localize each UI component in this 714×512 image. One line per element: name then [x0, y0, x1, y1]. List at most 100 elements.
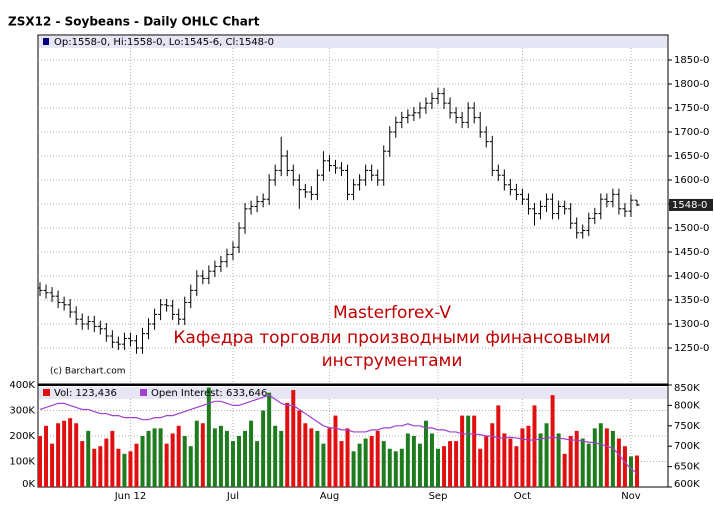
volume-bar: [291, 390, 296, 487]
y2-tick-label: 600K: [674, 479, 700, 490]
volume-bar: [92, 448, 97, 487]
volume-bar: [273, 425, 278, 487]
volume-bar: [369, 436, 374, 487]
volume-bar: [622, 446, 627, 487]
y-tick-label: 1850-0: [674, 55, 709, 66]
volume-bar: [598, 423, 603, 487]
watermark: Кафедра торговли производными финансовым…: [173, 328, 610, 348]
volume-bar: [448, 441, 453, 487]
y-tick-label: 200K: [9, 431, 35, 442]
volume-bar: [255, 441, 260, 487]
volume-bar: [580, 438, 585, 487]
y-tick-label: 1300-0: [674, 319, 709, 330]
volume-bar: [399, 448, 404, 487]
volume-bar: [454, 441, 459, 487]
volume-bar: [411, 436, 416, 487]
volume-bar: [327, 428, 332, 487]
y2-tick-label: 650K: [674, 462, 700, 473]
volume-bar: [484, 436, 489, 487]
volume-bar: [261, 410, 266, 487]
volume-bar: [176, 425, 181, 487]
volume-bar: [134, 443, 139, 487]
volume-bar: [604, 428, 609, 487]
volume-bar: [68, 418, 73, 487]
volume-bar: [194, 420, 199, 487]
volume-bar: [562, 453, 567, 487]
volume-bar: [405, 433, 410, 487]
watermark: инструментами: [322, 351, 463, 371]
volume-bar: [200, 423, 205, 487]
volume-bar: [297, 410, 302, 487]
volume-bar: [249, 420, 254, 487]
legend-band: [39, 387, 667, 399]
y2-tick-label: 850K: [674, 383, 700, 394]
legend-swatch: [43, 389, 50, 396]
y-tick-label: 1350-0: [674, 295, 709, 306]
volume-bar: [86, 430, 91, 487]
volume-bar: [182, 436, 187, 487]
volume-bar: [478, 448, 483, 487]
volume-bar: [224, 430, 229, 487]
x-tick-label: Oct: [514, 491, 531, 502]
volume-bar: [417, 443, 422, 487]
volume-bar: [351, 451, 356, 487]
volume-bar: [315, 430, 320, 487]
y-tick-label: 400K: [9, 380, 35, 391]
header-band: [39, 36, 667, 48]
volume-bar: [230, 441, 235, 487]
y2-tick-label: 700K: [674, 441, 700, 452]
legend-swatch: [140, 389, 147, 396]
volume-bar: [333, 415, 338, 487]
volume-bar: [116, 448, 121, 487]
y-tick-label: 1500-0: [674, 223, 709, 234]
volume-bar: [110, 430, 115, 487]
header-swatch: [43, 38, 49, 45]
legend-label: Open Interest: 633,646: [151, 388, 267, 399]
volume-bar: [279, 430, 284, 487]
volume-bar: [146, 430, 151, 487]
volume-bar: [321, 443, 326, 487]
volume-bar: [56, 423, 61, 487]
volume-bar: [44, 425, 49, 487]
volume-bar: [592, 428, 597, 487]
volume-bar: [556, 433, 561, 487]
volume-bar: [628, 456, 633, 487]
volume-bar: [170, 433, 175, 487]
ohlc-header: Op:1558-0, Hi:1558-0, Lo:1545-6, Cl:1548…: [54, 37, 274, 48]
volume-bar: [206, 387, 211, 487]
last-price-tag: [669, 198, 713, 211]
volume-bar: [496, 405, 501, 487]
volume-bar: [442, 446, 447, 487]
y-tick-label: 1400-0: [674, 271, 709, 282]
volume-bar: [345, 428, 350, 487]
y-tick-label: 0K: [22, 479, 35, 490]
volume-bar: [62, 420, 67, 487]
legend-label: Vol: 123,436: [54, 388, 117, 399]
volume-bar: [532, 405, 537, 487]
y-tick-label: 1750-0: [674, 103, 709, 114]
volume-bar: [429, 433, 434, 487]
volume-bar: [128, 451, 133, 487]
volume-bar: [586, 443, 591, 487]
volume-bar: [568, 436, 573, 487]
y-tick-label: 1600-0: [674, 175, 709, 186]
volume-bar: [285, 402, 290, 487]
volume-bar: [152, 428, 157, 487]
y-tick-label: 1450-0: [674, 247, 709, 258]
volume-bar: [164, 443, 169, 487]
x-tick-label: Aug: [320, 491, 340, 502]
y-tick-label: 1250-0: [674, 343, 709, 354]
volume-bar: [610, 430, 615, 487]
volume-bar: [375, 430, 380, 487]
volume-bar: [544, 423, 549, 487]
volume-bar: [38, 436, 42, 487]
volume-bar: [393, 451, 398, 487]
volume-bar: [357, 443, 362, 487]
volume-bar: [188, 446, 193, 487]
volume-bar: [616, 438, 621, 487]
volume-bar: [80, 441, 85, 487]
volume-bar: [520, 428, 525, 487]
